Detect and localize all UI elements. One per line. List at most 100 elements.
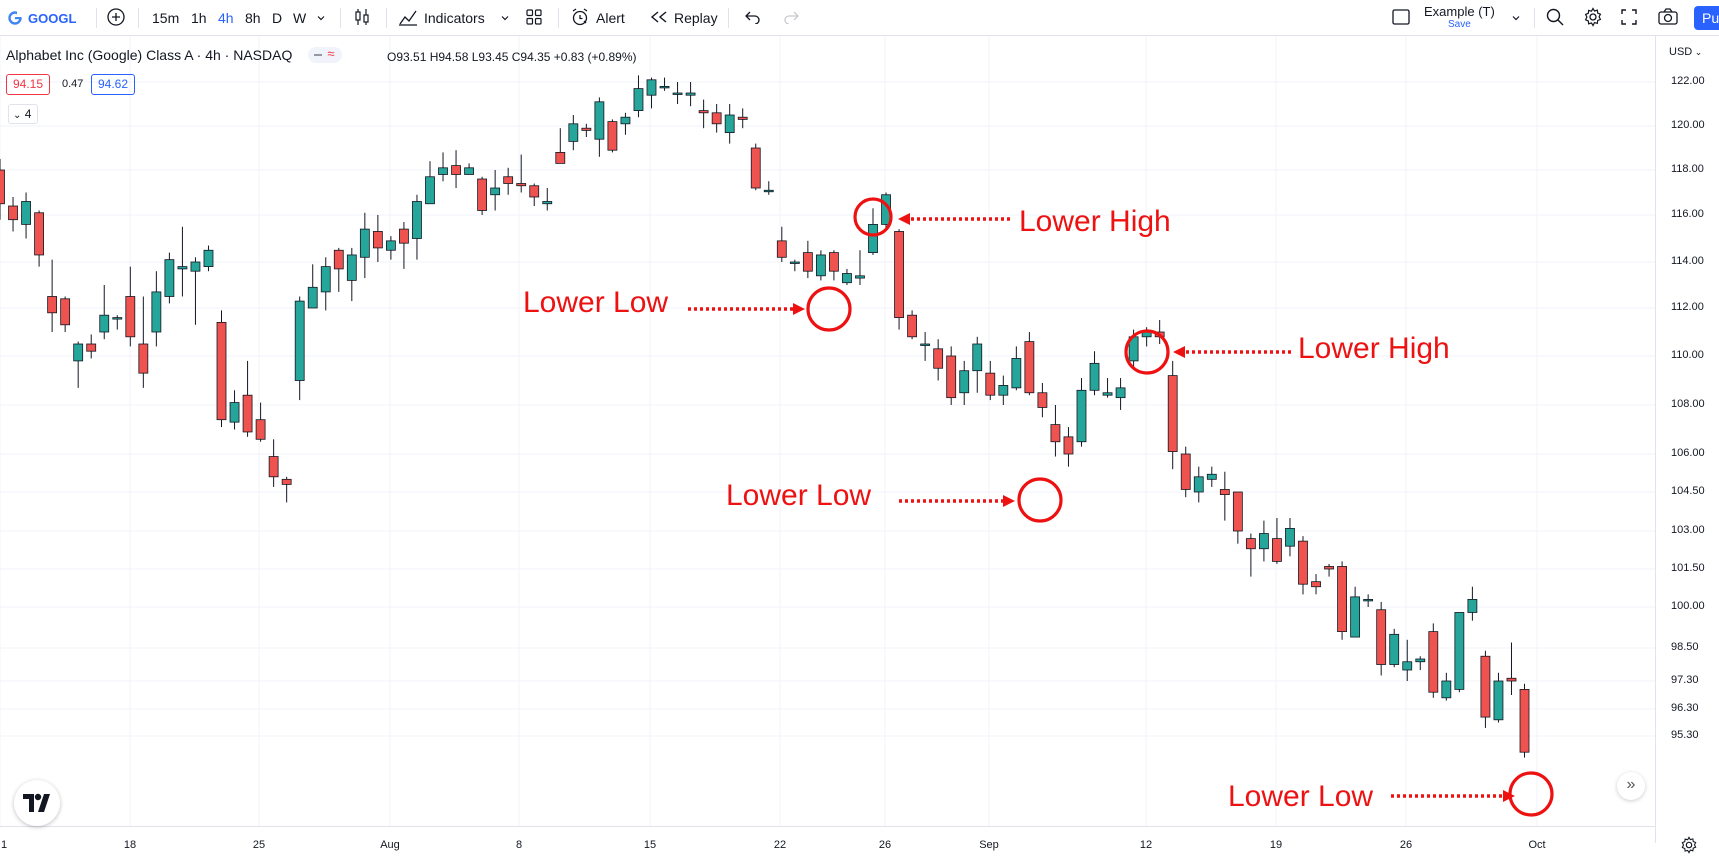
candle xyxy=(594,97,605,157)
visibility-toggle[interactable]: ≈ xyxy=(308,46,343,63)
candle-body xyxy=(607,121,618,151)
scroll-to-realtime-button[interactable]: » xyxy=(1617,772,1645,800)
candle-body xyxy=(1350,596,1361,638)
candle-body xyxy=(724,114,735,134)
candle-body xyxy=(1259,533,1269,550)
candle xyxy=(1011,346,1022,391)
candle-body xyxy=(1102,392,1113,396)
candle-body xyxy=(307,286,318,309)
time-tick-label: 22 xyxy=(773,839,787,851)
price-tick-label: 112.00 xyxy=(1671,301,1704,313)
candle xyxy=(711,104,722,133)
price-tick-label: 108.00 xyxy=(1671,398,1705,410)
candle xyxy=(1219,471,1230,521)
candle-body xyxy=(685,92,696,96)
price-tick-label: 101.50 xyxy=(1671,562,1705,574)
chart-type-button[interactable] xyxy=(352,0,372,36)
candle-body xyxy=(1480,655,1491,718)
time-axis[interactable]: 1 18 25 Aug 8 15 22 26 Sep 12 19 26 Oct xyxy=(0,826,1655,863)
compare-symbol-button[interactable] xyxy=(106,0,126,36)
candle-body xyxy=(294,300,305,381)
candle-body xyxy=(216,321,227,421)
indicator-count: 4 xyxy=(24,107,32,121)
candle xyxy=(1454,612,1465,693)
candle-body xyxy=(1298,540,1308,585)
candle-body xyxy=(581,127,592,131)
settings-button[interactable] xyxy=(1583,0,1603,36)
candle xyxy=(255,402,266,442)
tradingview-logo[interactable] xyxy=(14,780,60,826)
chevron-down-icon xyxy=(316,10,326,26)
candle-body xyxy=(698,110,709,114)
candle-body xyxy=(998,384,1009,396)
price-tick-label: 96.30 xyxy=(1671,702,1699,714)
search-button[interactable] xyxy=(1545,0,1565,36)
arrowhead-icon xyxy=(898,213,910,225)
indicators-button[interactable]: Indicators xyxy=(398,0,485,36)
candle xyxy=(815,250,826,281)
redo-button[interactable] xyxy=(782,0,800,36)
replay-button[interactable]: Replay xyxy=(650,0,718,36)
interval-8h[interactable]: 8h xyxy=(245,0,261,36)
candle xyxy=(8,197,18,232)
candle-body xyxy=(1441,680,1452,699)
candle-body xyxy=(464,167,474,175)
interval-15m[interactable]: 15m xyxy=(152,0,179,36)
currency-label[interactable]: USD ⌄ xyxy=(1669,46,1702,58)
ask-price[interactable]: 94.62 xyxy=(91,74,136,95)
layout-dropdown[interactable] xyxy=(1511,0,1521,36)
plus-circle-icon xyxy=(106,7,126,30)
candle-body xyxy=(412,201,422,239)
candle-body xyxy=(1415,658,1426,663)
interval-dropdown[interactable] xyxy=(316,0,326,36)
candle-body xyxy=(151,291,162,333)
fullscreen-button[interactable] xyxy=(1620,0,1638,36)
time-tick-label: 25 xyxy=(252,839,266,851)
gear-icon xyxy=(1583,6,1603,30)
candle xyxy=(203,245,214,272)
templates-button[interactable] xyxy=(525,0,543,36)
divider xyxy=(138,8,139,28)
annotation-circle xyxy=(1017,477,1063,523)
candle xyxy=(1350,586,1361,638)
candle-body xyxy=(594,101,605,140)
interval-d[interactable]: D xyxy=(272,0,282,36)
price-chart[interactable]: Lower High Lower Low Lower High Lower Low Lo… xyxy=(0,36,1655,826)
candle-series xyxy=(0,75,1530,758)
candle xyxy=(1506,642,1517,695)
interval-w[interactable]: W xyxy=(293,0,306,36)
candle-body xyxy=(1206,473,1217,480)
candle xyxy=(1193,466,1204,503)
interval-label: 1h xyxy=(191,10,207,26)
candle xyxy=(164,252,175,304)
symbol-search[interactable]: GOOGL xyxy=(8,0,76,36)
time-tick-label: 19 xyxy=(1269,839,1283,851)
candle xyxy=(568,115,579,151)
time-tick-label: 15 xyxy=(643,839,657,851)
alert-button[interactable]: Alert xyxy=(570,0,625,36)
candle-body xyxy=(1519,689,1530,753)
candle xyxy=(1037,382,1048,418)
bid-price[interactable]: 94.15 xyxy=(6,74,51,95)
axis-settings-button[interactable] xyxy=(1680,836,1698,859)
interval-4h[interactable]: 4h xyxy=(218,0,234,36)
publish-button[interactable]: Pu xyxy=(1694,6,1719,30)
candle-body xyxy=(1506,677,1517,682)
candle-body xyxy=(1272,538,1282,562)
interval-1h[interactable]: 1h xyxy=(191,0,207,36)
undo-button[interactable] xyxy=(744,0,762,36)
price-axis[interactable]: 122.00 120.00 118.00 116.00 114.00 112.00 110.… xyxy=(1655,36,1719,843)
candle-body xyxy=(1363,599,1374,602)
indicators-dropdown[interactable] xyxy=(500,0,510,36)
candle-body xyxy=(1011,358,1022,389)
symbol-title[interactable]: Alphabet Inc (Google) Class A · 4h · NAS… xyxy=(6,47,293,63)
legend-collapse-button[interactable]: ⌄ 4 xyxy=(8,104,38,124)
layout-checkbox[interactable] xyxy=(1391,0,1411,36)
gear-icon xyxy=(1680,836,1698,858)
candle xyxy=(894,229,904,330)
candle xyxy=(998,375,1009,405)
layout-name-button[interactable]: Example (T) Save xyxy=(1424,0,1495,36)
snapshot-button[interactable] xyxy=(1657,0,1679,36)
candle xyxy=(1285,518,1295,557)
candle-body xyxy=(737,116,748,120)
